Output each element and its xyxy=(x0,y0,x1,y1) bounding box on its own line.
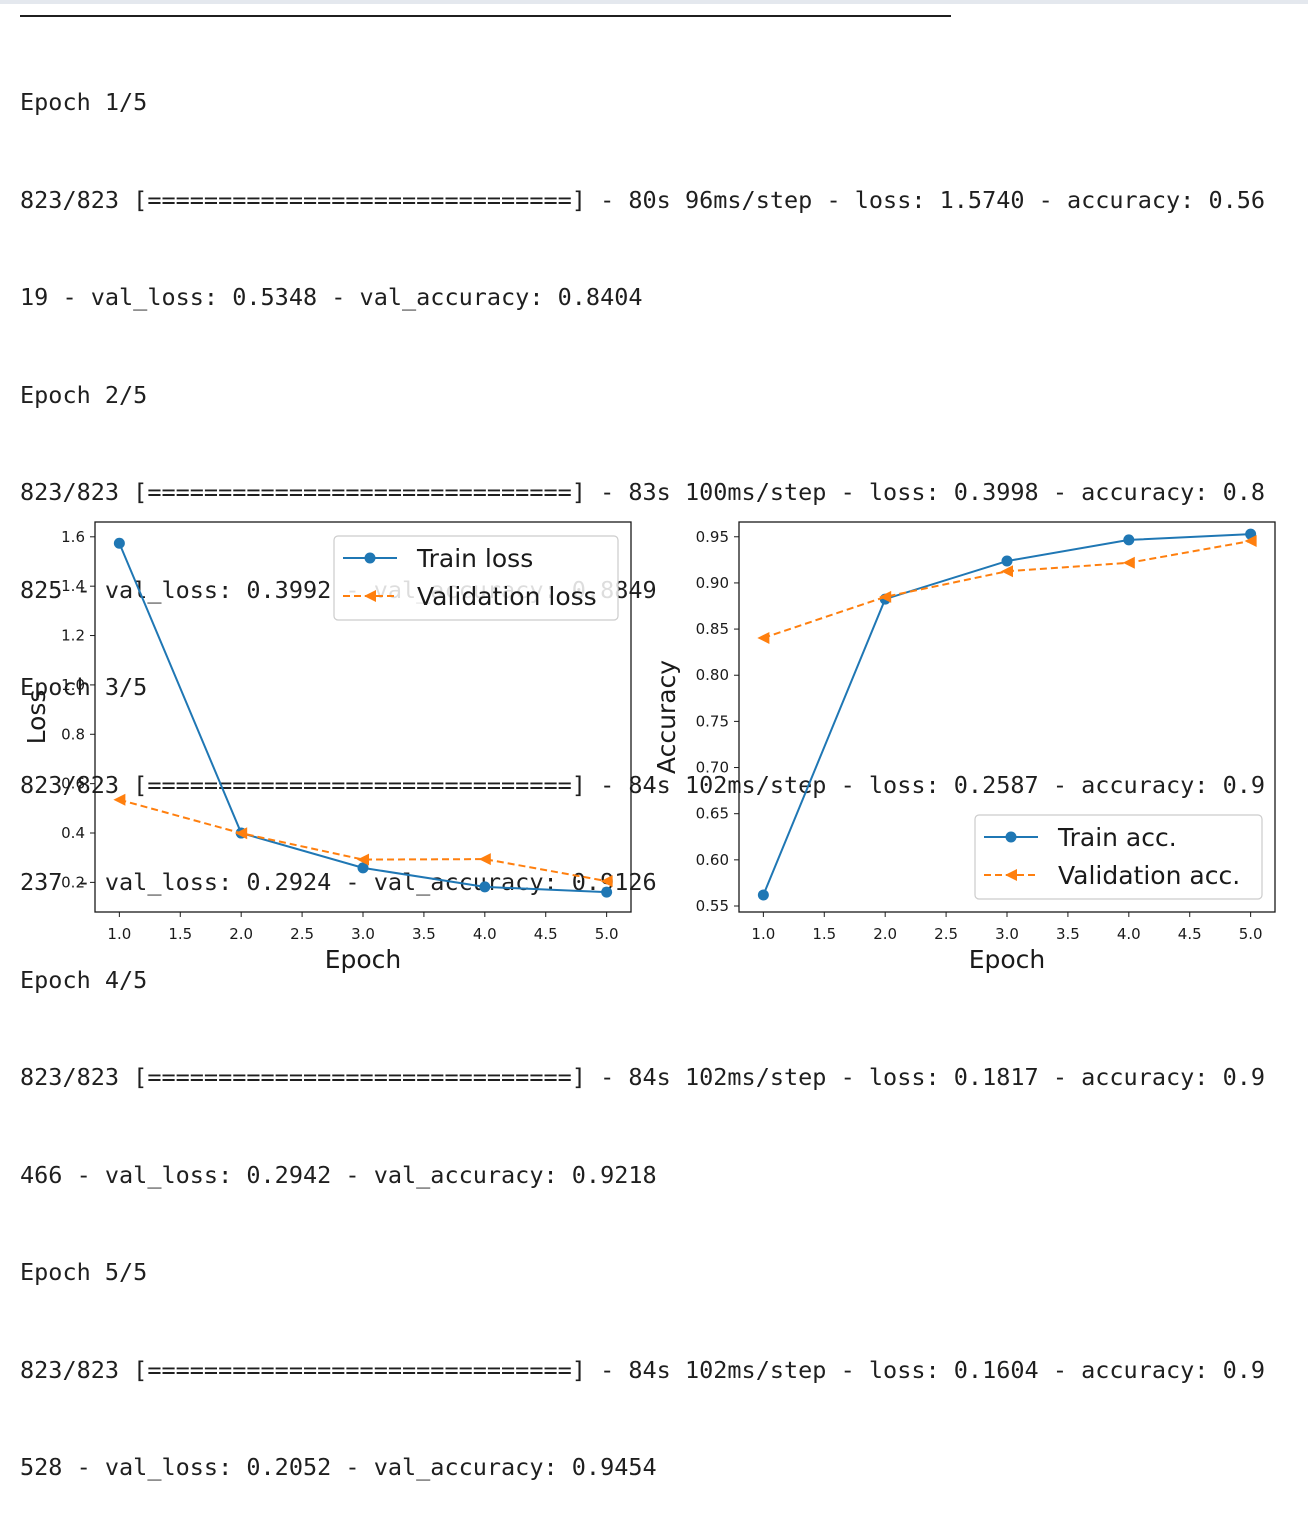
loss-chart-x-tick-label: 4.5 xyxy=(534,925,558,943)
accuracy-chart-legend-label: Train acc. xyxy=(1057,823,1177,852)
accuracy-chart-series-validation-point xyxy=(1001,565,1013,578)
accuracy-chart-x-tick-label: 1.0 xyxy=(751,925,775,943)
loss-chart-x-tick-label: 2.0 xyxy=(229,925,253,943)
accuracy-chart-y-axis-label: Accuracy xyxy=(652,660,681,774)
loss-chart-series-validation-point xyxy=(357,853,369,866)
loss-chart-y-tick-label: 1.6 xyxy=(61,528,85,546)
loss-chart-legend-label: Validation loss xyxy=(417,582,597,611)
accuracy-chart-y-tick-label: 0.65 xyxy=(696,805,729,823)
accuracy-chart-x-tick-label: 5.0 xyxy=(1239,925,1263,943)
loss-accuracy-figure: 1.0 1.5 2.0 2.5 3.0 3.5 4.0 4.5 5.0 0.2 0.4 0.6 0.8 1… xyxy=(22,521,1276,974)
loss-chart-series-validation-point xyxy=(113,793,126,806)
accuracy-chart-y-tick-label: 0.80 xyxy=(696,666,729,684)
loss-chart-y-tick-label: 1.4 xyxy=(61,577,85,595)
loss-chart-x-tick-label: 5.0 xyxy=(595,925,619,943)
log-line: 528 - val_loss: 0.2052 - val_accuracy: 0… xyxy=(20,1453,657,1481)
accuracy-chart-y-tick-label: 0.85 xyxy=(696,620,729,638)
accuracy-chart-series-validation-point xyxy=(1244,535,1257,548)
accuracy-chart-x-tick-label: 4.5 xyxy=(1178,925,1202,943)
loss-chart-x-axis-label: Epoch xyxy=(325,945,402,974)
loss-chart-y-tick-label: 1.2 xyxy=(61,627,85,645)
loss-chart-x-tick-label: 1.5 xyxy=(168,925,192,943)
accuracy-chart-x-tick-label: 4.0 xyxy=(1117,925,1141,943)
accuracy-chart-x-tick-label: 2.5 xyxy=(934,925,958,943)
loss-chart-y-tick-label: 0.4 xyxy=(61,824,85,842)
accuracy-chart-y-tick-label: 0.75 xyxy=(696,712,729,730)
accuracy-chart-legend-marker xyxy=(1005,869,1017,881)
loss-chart-y-tick-label: 1.0 xyxy=(61,676,85,694)
loss-chart-x-tick-label: 1.0 xyxy=(107,925,131,943)
accuracy-chart-x-tick-label: 1.5 xyxy=(812,925,836,943)
accuracy-chart-y-tick-label: 0.90 xyxy=(696,574,729,592)
loss-chart-x-tick-label: 3.0 xyxy=(351,925,375,943)
accuracy-chart-legend-marker xyxy=(1005,831,1017,843)
log-line: 19 - val_loss: 0.5348 - val_accuracy: 0.… xyxy=(20,283,643,311)
log-line: 823/823 [==============================]… xyxy=(20,1355,1266,1384)
log-line: 823/823 [==============================]… xyxy=(20,1063,1266,1091)
loss-chart-series-train-point xyxy=(479,881,491,893)
loss-chart-y-tick-label: 0.2 xyxy=(61,873,85,891)
accuracy-chart-legend-box xyxy=(974,814,1263,900)
loss-chart-legend-label: Train loss xyxy=(416,544,533,573)
accuracy-chart-y-tick-label: 0.55 xyxy=(696,897,729,915)
loss-chart-legend-marker xyxy=(364,590,376,602)
accuracy-chart-x-tick-label: 3.5 xyxy=(1056,925,1080,943)
log-line: 823/823 [==============================]… xyxy=(20,185,1266,214)
accuracy-chart-series-train-point xyxy=(1001,555,1013,567)
loss-chart-y-tick-label: 0.6 xyxy=(61,775,85,793)
log-line: Epoch 2/5 xyxy=(20,380,148,409)
log-line: Epoch 1/5 xyxy=(20,88,148,116)
loss-chart-series-train-point xyxy=(601,886,613,898)
log-line: 823/823 [==============================]… xyxy=(20,770,1266,799)
loss-chart-y-axis-label: Loss xyxy=(22,690,51,745)
output-separator-line xyxy=(20,15,951,17)
log-line: Epoch 5/5 xyxy=(20,1258,148,1286)
loss-chart-legend-box xyxy=(333,535,619,621)
log-line: Epoch 3/5 xyxy=(20,673,148,701)
accuracy-chart-series-validation-point xyxy=(757,631,770,644)
accuracy-chart-series-validation-point xyxy=(1122,556,1135,569)
loss-chart-series-validation-point xyxy=(235,827,248,840)
loss-chart-series-train-point xyxy=(357,862,369,874)
log-line: 466 - val_loss: 0.2942 - val_accuracy: 0… xyxy=(20,1160,657,1189)
log-line: Epoch 4/5 xyxy=(20,965,148,994)
accuracy-chart-y-tick-label: 0.95 xyxy=(696,528,729,546)
loss-chart-x-tick-label: 3.5 xyxy=(412,925,436,943)
accuracy-chart-y-tick-label: 0.70 xyxy=(696,759,729,777)
accuracy-chart-series-validation-point xyxy=(879,590,892,603)
log-line: 823/823 [==============================]… xyxy=(20,478,1266,506)
loss-chart-x-tick-label: 4.0 xyxy=(473,925,497,943)
training-charts: 1.0 1.5 2.0 2.5 3.0 3.5 4.0 4.5 5.0 0.2 0.4 0.6 0.8 1… xyxy=(0,515,1308,992)
loss-chart-legend-marker xyxy=(364,552,376,564)
output-top-border xyxy=(0,0,1308,4)
loss-chart-series-validation-point xyxy=(478,853,491,866)
accuracy-chart-x-tick-label: 2.0 xyxy=(873,925,897,943)
accuracy-chart-x-axis-label: Epoch xyxy=(969,945,1046,974)
accuracy-chart-y-tick-label: 0.60 xyxy=(696,851,729,869)
loss-chart-series-train-point xyxy=(113,537,125,549)
loss-chart-series-validation-point xyxy=(600,875,613,888)
loss-chart-x-tick-label: 2.5 xyxy=(290,925,314,943)
accuracy-chart-series-train-point xyxy=(757,889,769,901)
accuracy-chart-series-train-point xyxy=(1123,534,1135,546)
loss-chart-y-tick-label: 0.8 xyxy=(61,725,85,743)
log-line: 237 - val_loss: 0.2924 - val_accuracy: 0… xyxy=(20,868,657,896)
accuracy-chart-legend-label: Validation acc. xyxy=(1058,861,1240,890)
accuracy-chart-x-tick-label: 3.0 xyxy=(995,925,1019,943)
